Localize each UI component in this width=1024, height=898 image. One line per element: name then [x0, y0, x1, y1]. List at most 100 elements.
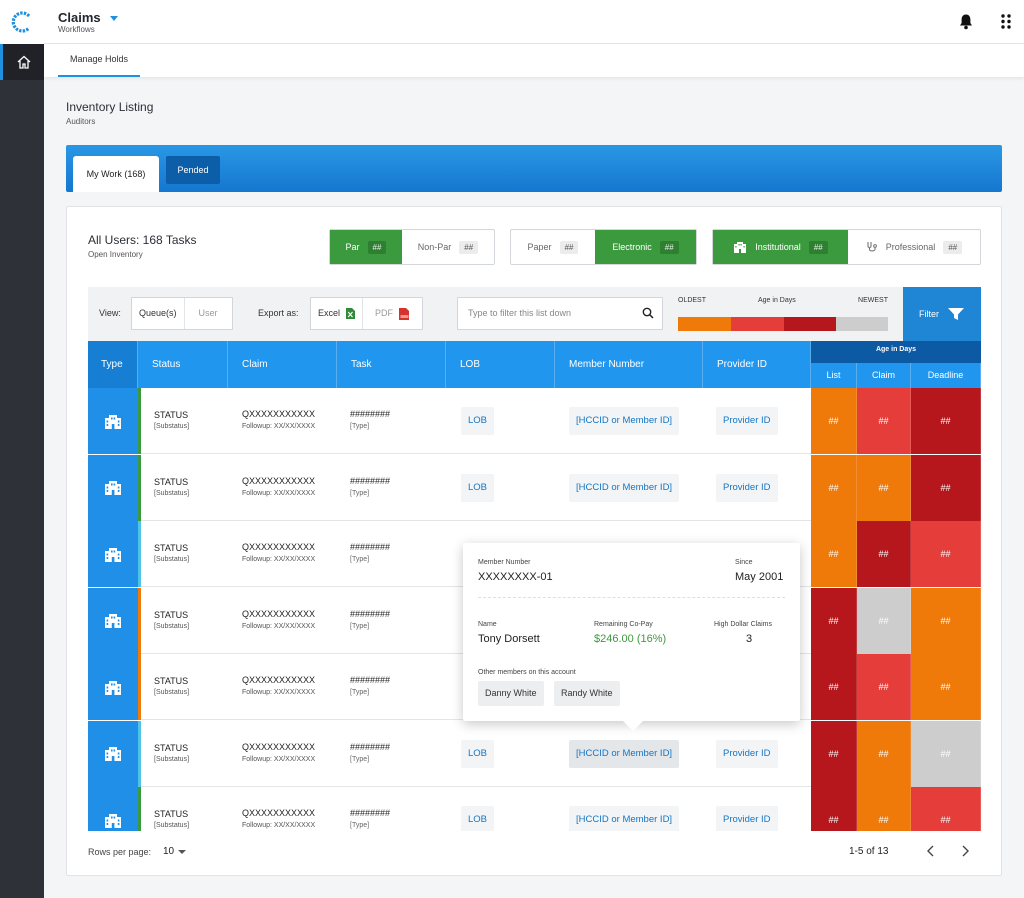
age-legend-title: Age in Days	[758, 297, 796, 304]
table-row[interactable]: STATUS [Substatus] QXXXXXXXXXXX Followup: X…	[88, 454, 981, 521]
claim-type-cell	[88, 720, 138, 787]
professional-label: Professional	[885, 242, 936, 252]
row-provider-id[interactable]: Provider ID	[716, 739, 778, 768]
row-provider-id[interactable]: Provider ID	[716, 407, 778, 435]
col-lob[interactable]: LOB	[446, 341, 555, 388]
row-provider-id[interactable]: Provider ID	[716, 806, 778, 831]
list-filter-input[interactable]: Type to filter this list down	[457, 297, 663, 330]
tab-manage-holds[interactable]: Manage Holds	[58, 44, 141, 77]
export-label: Export as:	[258, 308, 299, 318]
row-claim[interactable]: QXXXXXXXXXXX	[242, 475, 316, 486]
col-age-deadline[interactable]: Deadline	[911, 363, 981, 388]
next-page-chevron-icon[interactable]	[959, 844, 971, 858]
rows-per-page-caret-icon[interactable]	[178, 850, 186, 854]
table-row[interactable]: STATUS [Substatus] QXXXXXXXXXXX Followup: X…	[88, 388, 981, 454]
row-lob[interactable]: LOB	[461, 739, 495, 768]
home-nav-button[interactable]	[0, 44, 44, 80]
view-queue-option[interactable]: Queue(s)	[132, 298, 185, 329]
notifications-bell-icon[interactable]	[958, 13, 974, 35]
institutional-toggle[interactable]: Institutional ##	[713, 230, 848, 264]
left-rail	[0, 0, 44, 898]
building-icon	[105, 547, 121, 562]
export-pdf-button[interactable]: PDF	[363, 298, 422, 329]
search-icon[interactable]	[642, 307, 654, 319]
row-lob[interactable]: LOB	[461, 473, 495, 502]
row-member-number[interactable]: [HCCID or Member ID]	[569, 473, 680, 502]
summary-title: All Users: 168 Tasks	[88, 233, 197, 247]
col-status[interactable]: Status	[138, 341, 228, 388]
col-age-claim[interactable]: Claim	[857, 363, 911, 388]
non-par-toggle[interactable]: Non-Par ##	[402, 230, 494, 264]
table-row[interactable]: STATUS [Substatus] QXXXXXXXXXXX Followup: X…	[88, 720, 981, 787]
col-provider-id[interactable]: Provider ID	[703, 341, 811, 388]
claim-type-cell	[88, 587, 138, 654]
popover-since-label: Since	[735, 559, 753, 566]
par-toggle[interactable]: Par ##	[330, 230, 402, 264]
sub-navigation: Manage Holds	[44, 44, 1024, 77]
claim-type-toggle: Institutional ## Professional ##	[712, 229, 981, 265]
paper-toggle[interactable]: Paper ##	[511, 230, 595, 264]
row-status: STATUS	[154, 809, 189, 819]
row-member-number[interactable]: [HCCID or Member ID]	[569, 806, 680, 831]
popover-member-label: Member Number	[478, 559, 531, 566]
filter-funnel-icon	[948, 308, 964, 320]
rows-per-page-select[interactable]: 10	[163, 846, 175, 857]
row-claim[interactable]: QXXXXXXXXXXX	[242, 675, 316, 685]
other-member-chip[interactable]: Danny White	[478, 681, 544, 706]
col-age-list[interactable]: List	[811, 363, 857, 388]
row-age-cell: ##	[911, 654, 981, 720]
row-age-cell: ##	[911, 454, 981, 521]
table-header: Type Status Claim Task LOB Member Number…	[88, 341, 981, 388]
previous-page-chevron-icon[interactable]	[925, 844, 937, 858]
logo-icon	[11, 11, 31, 33]
row-task-type: [Type]	[350, 822, 370, 829]
professional-toggle[interactable]: Professional ##	[848, 230, 980, 264]
age-legend-oldest: OLDEST	[678, 297, 707, 304]
row-provider-id[interactable]: Provider ID	[716, 473, 778, 502]
row-age-cell: ##	[857, 454, 911, 521]
table-row[interactable]: STATUS [Substatus] QXXXXXXXXXXX Followup: X…	[88, 787, 981, 831]
app-logo[interactable]	[0, 0, 44, 44]
list-toolbar: View: Queue(s) User Export as: Excel PDF…	[88, 287, 981, 341]
row-age-cell: ##	[811, 720, 857, 787]
popover-divider	[478, 597, 785, 598]
col-member-number[interactable]: Member Number	[555, 341, 703, 388]
row-member-number[interactable]: [HCCID or Member ID]	[569, 407, 680, 435]
building-icon	[105, 747, 121, 761]
row-lob[interactable]: LOB	[461, 407, 495, 435]
row-claim[interactable]: QXXXXXXXXXXX	[242, 542, 316, 552]
row-claim[interactable]: QXXXXXXXXXXX	[242, 608, 316, 619]
col-type[interactable]: Type	[88, 341, 138, 388]
app-switcher-caret-icon[interactable]	[110, 16, 118, 21]
popover-hdc-value: 3	[746, 633, 753, 645]
row-claim[interactable]: QXXXXXXXXXXX	[242, 808, 316, 818]
row-followup: Followup: XX/XX/XXXX	[242, 556, 316, 563]
apps-grid-icon[interactable]	[1000, 13, 1012, 35]
export-excel-button[interactable]: Excel	[311, 298, 364, 329]
age-legend: OLDEST Age in Days NEWEST	[678, 297, 888, 333]
col-age-group: Age in Days List Claim Deadline	[811, 341, 981, 388]
col-claim[interactable]: Claim	[228, 341, 337, 388]
other-member-chip[interactable]: Randy White	[554, 681, 620, 706]
row-task-type: [Type]	[350, 556, 370, 563]
row-substatus: [Substatus]	[154, 556, 190, 563]
building-icon	[734, 242, 747, 253]
filter-button[interactable]: Filter	[903, 287, 981, 341]
row-age-cell: ##	[911, 720, 981, 787]
par-count-badge: ##	[367, 240, 387, 254]
row-claim[interactable]: QXXXXXXXXXXX	[242, 409, 316, 419]
app-title[interactable]: Claims	[58, 10, 101, 25]
tab-my-work[interactable]: My Work (168)	[73, 156, 159, 192]
row-member-number[interactable]: [HCCID or Member ID]	[569, 739, 680, 768]
tab-pended[interactable]: Pended	[166, 156, 220, 184]
home-icon	[17, 55, 30, 69]
view-user-option[interactable]: User	[198, 308, 218, 318]
row-claim[interactable]: QXXXXXXXXXXX	[242, 741, 316, 752]
excel-file-icon	[346, 308, 356, 319]
col-task[interactable]: Task	[337, 341, 446, 388]
row-age-cell: ##	[811, 521, 857, 587]
row-lob[interactable]: LOB	[461, 806, 495, 831]
pdf-file-icon	[399, 307, 410, 320]
row-age-cell: ##	[857, 720, 911, 787]
electronic-toggle[interactable]: Electronic ##	[595, 230, 696, 264]
